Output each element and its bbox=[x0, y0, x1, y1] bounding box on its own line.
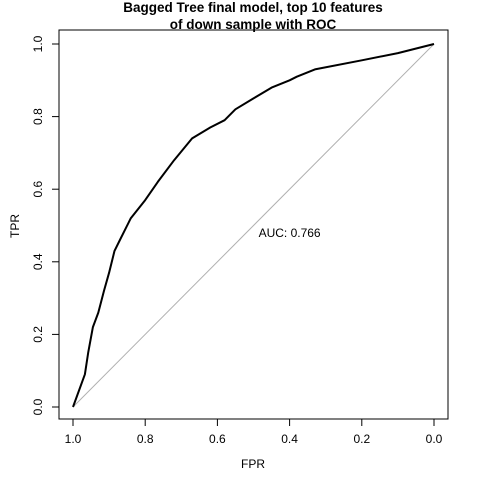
diagonal-reference-line bbox=[72, 43, 435, 408]
y-tick-label: 1.0 bbox=[31, 35, 45, 52]
x-tick-label: 0.2 bbox=[353, 432, 370, 446]
x-tick-label: 0.8 bbox=[137, 432, 154, 446]
y-tick-label: 0.4 bbox=[31, 253, 45, 270]
x-tick-label: 0.0 bbox=[426, 432, 443, 446]
y-axis-ticks: 0.0 0.2 0.4 0.6 0.8 1.0 bbox=[31, 35, 59, 415]
y-tick-label: 0.0 bbox=[31, 398, 45, 415]
x-axis-label: FPR bbox=[241, 457, 265, 471]
x-tick-label: 1.0 bbox=[65, 432, 82, 446]
chart-title-line-1: Bagged Tree final model, top 10 features bbox=[123, 0, 383, 15]
y-tick-label: 0.2 bbox=[31, 326, 45, 343]
y-tick-label: 0.8 bbox=[31, 108, 45, 125]
auc-annotation: AUC: 0.766 bbox=[259, 226, 321, 240]
series-layer bbox=[72, 43, 435, 408]
x-tick-label: 0.6 bbox=[209, 432, 226, 446]
chart-title-line-2: of down sample with ROC bbox=[170, 17, 337, 32]
roc-curve-line bbox=[72, 43, 435, 408]
plot-frame bbox=[58, 29, 449, 420]
y-axis-label: TPR bbox=[8, 214, 22, 238]
x-tick-label: 0.4 bbox=[281, 432, 298, 446]
y-tick-label: 0.6 bbox=[31, 181, 45, 198]
x-axis-ticks: 1.0 0.8 0.6 0.4 0.2 0.0 bbox=[65, 419, 443, 446]
